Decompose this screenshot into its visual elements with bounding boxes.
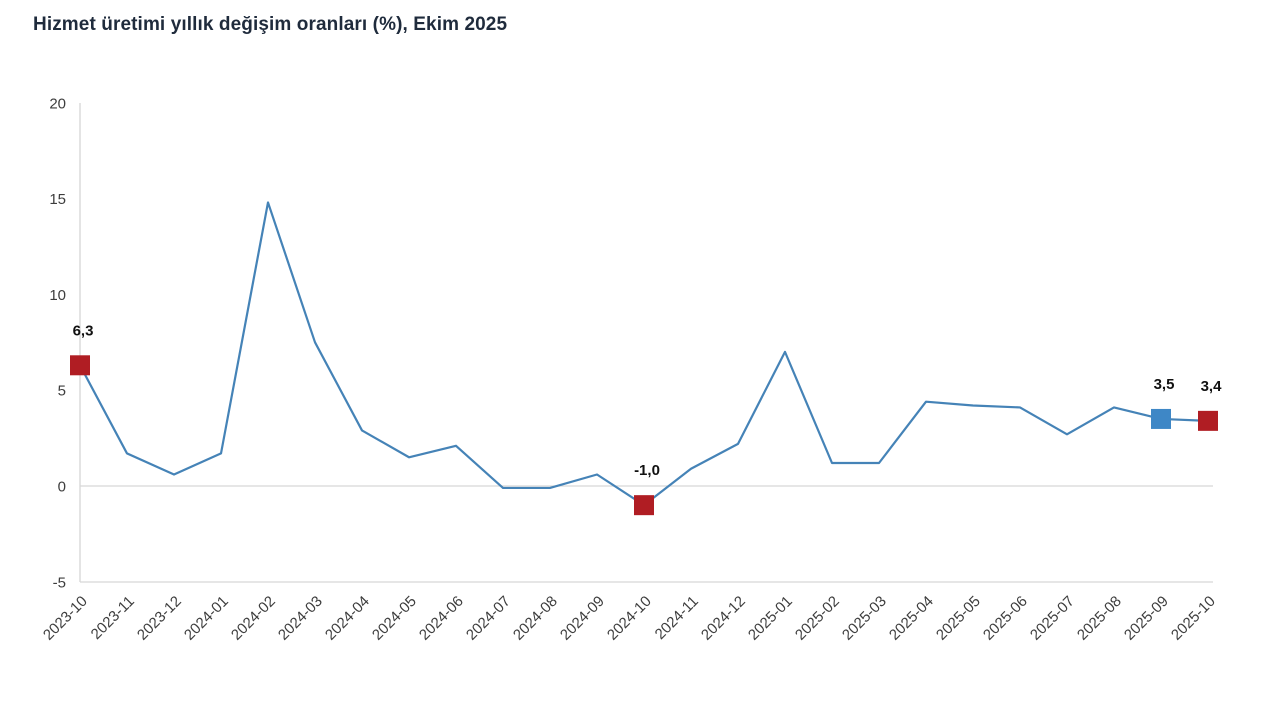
highlight-marker-2025-10 bbox=[1198, 410, 1218, 431]
y-tick-label: 0 bbox=[58, 479, 66, 496]
point-label-2025-09: 3,5 bbox=[1154, 376, 1175, 393]
y-tick-label: 10 bbox=[49, 287, 66, 304]
point-label-2023-10: 6,3 bbox=[73, 322, 94, 339]
x-tick-label: 2024-07 bbox=[463, 593, 514, 644]
x-tick-label: 2024-02 bbox=[228, 593, 279, 644]
x-tick-label: 2023-11 bbox=[88, 593, 138, 643]
x-tick-label: 2024-03 bbox=[275, 593, 326, 644]
y-tick-label: 5 bbox=[58, 383, 66, 400]
point-label-2024-10: -1,0 bbox=[634, 462, 660, 479]
x-tick-label: 2025-07 bbox=[1027, 593, 1078, 644]
x-tick-label: 2024-08 bbox=[510, 593, 561, 644]
x-tick-label: 2025-01 bbox=[745, 593, 796, 644]
x-tick-label: 2025-10 bbox=[1168, 593, 1219, 644]
data-line bbox=[78, 201, 1210, 507]
x-tick-label: 2024-11 bbox=[652, 593, 702, 643]
y-tick-label: 15 bbox=[49, 191, 66, 208]
x-tick-label: 2025-05 bbox=[933, 593, 984, 644]
x-tick-label: 2024-01 bbox=[181, 593, 232, 644]
x-tick-label: 2025-02 bbox=[792, 593, 843, 644]
x-tick-label: 2024-04 bbox=[322, 593, 373, 644]
x-tick-label: 2024-06 bbox=[416, 593, 467, 644]
highlight-marker-2024-10 bbox=[634, 495, 654, 516]
x-tick-label: 2024-10 bbox=[604, 593, 655, 644]
x-tick-label: 2025-09 bbox=[1121, 593, 1172, 644]
y-tick-label: -5 bbox=[53, 574, 66, 591]
x-tick-label: 2025-06 bbox=[980, 593, 1031, 644]
x-tick-label: 2023-12 bbox=[134, 593, 185, 644]
x-tick-label: 2024-12 bbox=[698, 593, 749, 644]
chart-title: Hizmet üretimi yıllık değişim oranları (… bbox=[33, 14, 508, 35]
point-label-2025-10: 3,4 bbox=[1201, 378, 1223, 395]
y-tick-label: 20 bbox=[49, 95, 66, 112]
x-tick-label: 2025-08 bbox=[1074, 593, 1125, 644]
x-tick-label: 2023-10 bbox=[40, 593, 91, 644]
highlight-marker-2025-09 bbox=[1151, 408, 1171, 429]
highlight-marker-2023-10 bbox=[70, 355, 90, 376]
x-tick-label: 2025-03 bbox=[839, 593, 890, 644]
x-tick-label: 2025-04 bbox=[886, 593, 937, 644]
x-tick-label: 2024-05 bbox=[369, 593, 420, 644]
x-tick-label: 2024-09 bbox=[557, 593, 608, 644]
